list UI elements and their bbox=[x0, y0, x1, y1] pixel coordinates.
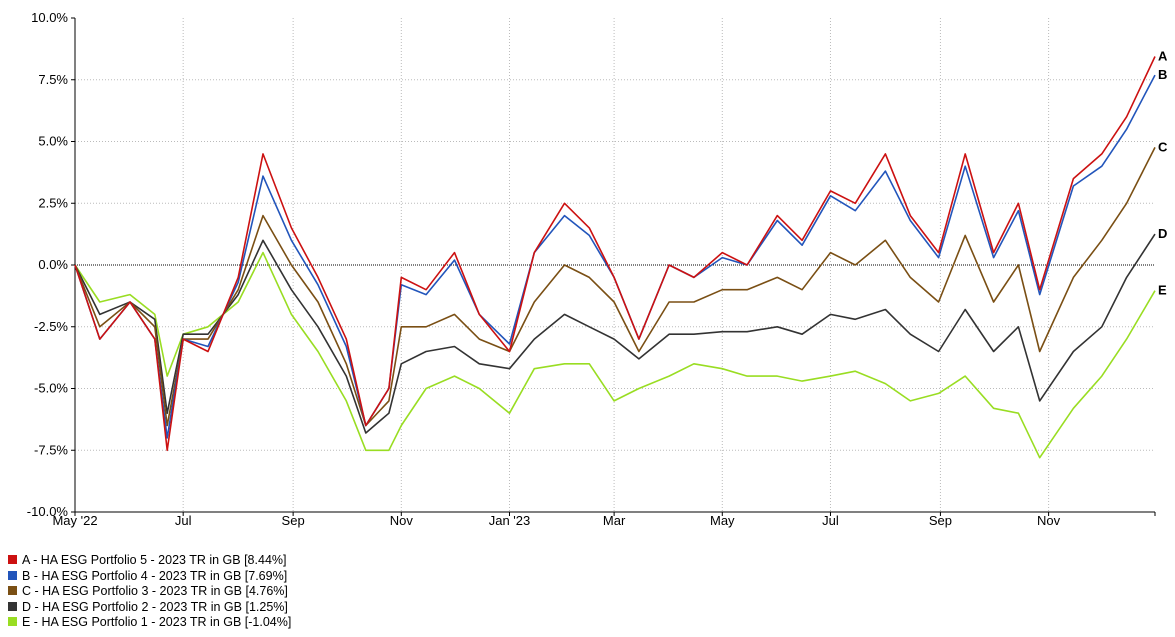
gridlines bbox=[71, 17, 1156, 516]
legend-label-a: A - HA ESG Portfolio 5 - 2023 TR in GB [… bbox=[22, 553, 287, 567]
legend-label-d: D - HA ESG Portfolio 2 - 2023 TR in GB [… bbox=[22, 599, 288, 614]
x-tick-label: Mar bbox=[603, 513, 626, 528]
series-line-e bbox=[74, 251, 1156, 459]
y-tick-label: -5.0% bbox=[34, 381, 68, 396]
x-tick-label: May '22 bbox=[52, 513, 97, 528]
series-lines bbox=[74, 56, 1156, 459]
legend-item-a: A - HA ESG Portfolio 5 - 2023 TR in GB [… bbox=[8, 553, 291, 569]
y-tick-label: 10.0% bbox=[31, 10, 68, 25]
legend: A - HA ESG Portfolio 5 - 2023 TR in GB [… bbox=[8, 553, 291, 631]
y-tick-label: 2.5% bbox=[38, 195, 68, 210]
y-axis-tick-labels: 10.0% 7.5% 5.0% 2.5% 0.0% -2.5% -5.0% -7.5% -10.… bbox=[27, 10, 69, 519]
series-end-label-a: A bbox=[1158, 49, 1168, 64]
legend-swatch-a bbox=[8, 555, 17, 564]
x-tick-label: Sep bbox=[929, 513, 952, 528]
legend-label-c: C - HA ESG Portfolio 3 - 2023 TR in GB [… bbox=[22, 584, 288, 598]
series-line-a bbox=[74, 56, 1156, 452]
legend-item-e: E - HA ESG Portfolio 1 - 2023 TR in GB [… bbox=[8, 615, 291, 631]
x-tick-label: Sep bbox=[282, 513, 305, 528]
legend-swatch-c bbox=[8, 586, 17, 595]
legend-label-e: E - HA ESG Portfolio 1 - 2023 TR in GB [… bbox=[22, 615, 292, 629]
y-tick-label: 0.0% bbox=[38, 257, 68, 272]
y-tick-label: 5.0% bbox=[38, 134, 68, 149]
legend-item-b: B - HA ESG Portfolio 4 - 2023 TR in GB [… bbox=[8, 569, 291, 585]
y-tick-label: 7.5% bbox=[38, 72, 68, 87]
x-axis-tick-labels: May '22 Jul Sep Nov Jan '23 Mar May Jul Sep Nov bbox=[52, 513, 1060, 528]
x-tick-label: Nov bbox=[390, 513, 414, 528]
x-tick-label: May bbox=[710, 513, 735, 528]
x-tick-label: Jul bbox=[175, 513, 192, 528]
legend-item-d: D - HA ESG Portfolio 2 - 2023 TR in GB [… bbox=[8, 600, 291, 616]
y-tick-label: -2.5% bbox=[34, 319, 68, 334]
series-end-label-d: D bbox=[1158, 226, 1167, 241]
series-end-labels: AB C D E bbox=[1158, 49, 1168, 298]
legend-swatch-b bbox=[8, 570, 17, 580]
legend-label-b: B - HA ESG Portfolio 4 - 2023 TR in GB [… bbox=[22, 568, 288, 583]
series-end-label-b: B bbox=[1158, 67, 1167, 82]
y-tick-label: -10.0% bbox=[27, 504, 69, 519]
line-chart: 10.0% 7.5% 5.0% 2.5% 0.0% -2.5% -5.0% -7.5% -10.… bbox=[27, 10, 1168, 528]
legend-swatch-d bbox=[8, 601, 17, 611]
x-tick-label: Nov bbox=[1037, 513, 1061, 528]
series-line-c bbox=[74, 147, 1156, 427]
legend-item-c: C - HA ESG Portfolio 3 - 2023 TR in GB [… bbox=[8, 584, 291, 600]
legend-swatch-e bbox=[8, 617, 17, 626]
series-end-label-e: E bbox=[1158, 283, 1167, 298]
series-line-b bbox=[74, 74, 1156, 439]
y-tick-label: -7.5% bbox=[34, 442, 68, 457]
x-tick-label: Jan '23 bbox=[489, 513, 531, 528]
x-tick-label: Jul bbox=[822, 513, 839, 528]
series-end-label-c: C bbox=[1158, 139, 1168, 154]
series-line-d bbox=[74, 233, 1156, 434]
